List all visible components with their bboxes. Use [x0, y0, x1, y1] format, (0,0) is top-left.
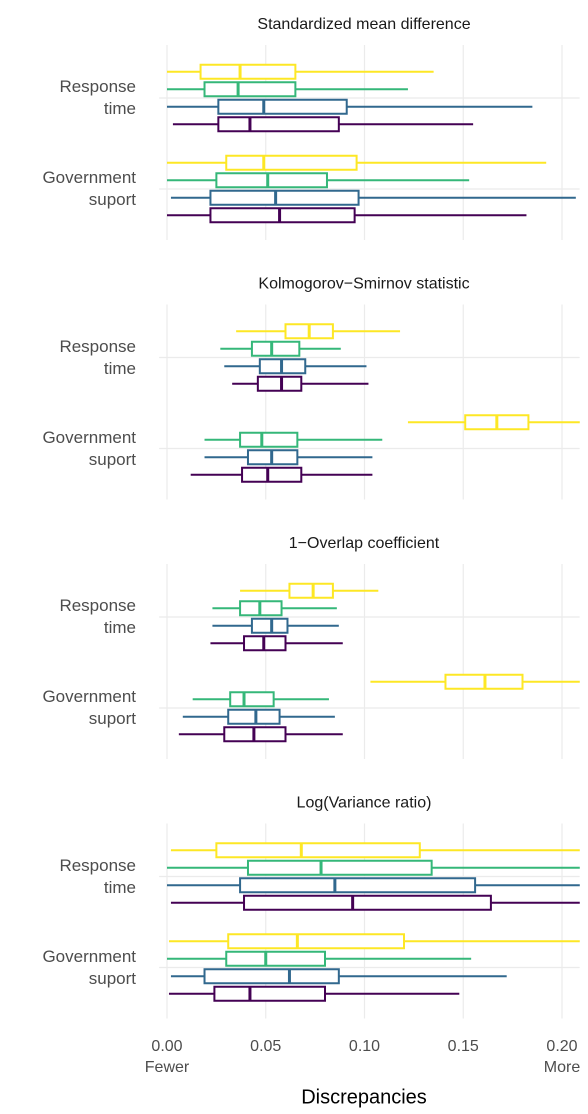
x-tick-label: 0.00	[151, 1038, 182, 1055]
box	[209, 189, 360, 206]
box	[288, 582, 334, 599]
category-label: Response time	[59, 855, 136, 897]
category-label: Government suport	[42, 946, 136, 988]
x-tick-label: 0.10	[349, 1038, 380, 1055]
box	[250, 340, 301, 357]
panel	[159, 63, 580, 224]
panel-title: Kolmogorov−Smirnov statistic	[258, 276, 469, 293]
panel-title: 1−Overlap coefficient	[289, 535, 440, 552]
box	[256, 375, 303, 392]
box	[217, 116, 340, 133]
panel	[159, 582, 580, 743]
x-axis-label: Discrepancies	[301, 1086, 427, 1108]
box	[203, 968, 340, 985]
box	[215, 842, 421, 859]
category-label: Government suport	[42, 427, 136, 469]
box	[227, 708, 281, 725]
x-tick-label: 0.20	[546, 1038, 577, 1055]
category-label: Response time	[59, 596, 136, 637]
category-label: Response time	[59, 336, 136, 378]
box	[239, 431, 299, 448]
panel	[159, 323, 580, 483]
box	[199, 63, 297, 80]
box	[209, 207, 356, 224]
box	[243, 894, 492, 911]
box	[250, 617, 289, 634]
box	[225, 950, 326, 967]
category-label: Government suport	[42, 687, 136, 728]
category-label: Response time	[59, 77, 136, 118]
box	[227, 933, 405, 950]
x-annotation: Fewer	[145, 1059, 190, 1076]
box	[239, 877, 477, 894]
panel-title: Standardized mean difference	[257, 16, 470, 33]
panel	[159, 842, 580, 1002]
box	[225, 154, 358, 171]
category-label: Government suport	[42, 168, 136, 209]
box	[229, 691, 275, 708]
box	[213, 985, 326, 1002]
x-tick-label: 0.05	[250, 1038, 281, 1055]
box	[215, 172, 328, 189]
box	[217, 98, 348, 115]
panel-title: Log(Variance ratio)	[297, 795, 432, 812]
box	[203, 81, 297, 98]
x-annotation: More	[544, 1059, 581, 1076]
x-tick-label: 0.15	[448, 1038, 479, 1055]
box	[246, 859, 433, 876]
box	[241, 466, 303, 483]
